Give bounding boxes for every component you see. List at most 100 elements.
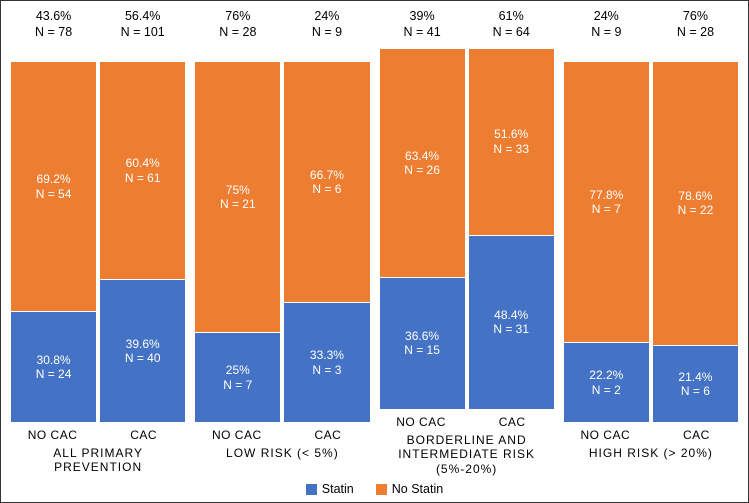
- category-label: NO CAC: [376, 409, 467, 431]
- bar-top-percent: 56.4%: [121, 9, 165, 25]
- segment-statin: 39.6%N = 40: [100, 279, 185, 422]
- bar-column: 24%N = 9 66.7%N = 6 33.3%N = 3: [284, 9, 369, 422]
- bar-top-percent: 61%: [493, 9, 530, 25]
- segment-n-label: N = 61: [125, 171, 161, 185]
- segment-n-label: N = 6: [312, 182, 341, 196]
- bar-top-n: N = 28: [219, 25, 256, 41]
- bar-stack: 75%N = 21 25%N = 7: [195, 47, 280, 422]
- bar-stack: 66.7%N = 6 33.3%N = 3: [284, 47, 369, 422]
- bar-top-percent: 39%: [403, 9, 440, 25]
- bar-column: 76%N = 28 75%N = 21 25%N = 7: [195, 9, 280, 422]
- category-label: NO CAC: [191, 422, 282, 444]
- bar-stack: 51.6%N = 3348.4%N = 31: [469, 47, 554, 409]
- bar-column: 61%N = 64 51.6%N = 3348.4%N = 31: [469, 9, 554, 409]
- bar-stack: 77.8%N = 722.2%N = 2: [564, 47, 649, 422]
- category-row: NO CACCAC: [191, 422, 373, 444]
- bars-row: 76%N = 2875%N = 2125%N = 724%N = 966.7%N…: [191, 9, 373, 422]
- bar-top-label: 43.6%N = 78: [35, 9, 72, 43]
- segment-n-label: N = 33: [493, 142, 529, 156]
- bar-top-percent: 76%: [677, 9, 714, 25]
- bars-row: 43.6%N = 7869.2%N = 5430.8%N = 2456.4%N …: [7, 9, 189, 422]
- segment-no-statin: 60.4%N = 61: [100, 62, 185, 279]
- bar-top-label: 24%N = 9: [312, 9, 342, 43]
- segment-statin: 21.4%N = 6: [653, 345, 738, 422]
- plot-area: 43.6%N = 7869.2%N = 5430.8%N = 2456.4%N …: [1, 1, 748, 480]
- segment-pct-label: 75%: [226, 183, 250, 197]
- segment-statin: 22.2%N = 2: [564, 342, 649, 422]
- bars-row: 39%N = 4163.4%N = 2636.6%N = 1561%N = 64…: [376, 9, 558, 409]
- bar-top-percent: 24%: [591, 9, 621, 25]
- segment-pct-label: 36.6%: [405, 329, 439, 343]
- bar-top-n: N = 9: [591, 25, 621, 41]
- legend-swatch: [306, 484, 317, 495]
- bar-top-label: 56.4%N = 101: [121, 9, 165, 43]
- segment-pct-label: 25%: [226, 363, 250, 377]
- segment-n-label: N = 21: [220, 197, 256, 211]
- category-row: NO CACCAC: [560, 422, 742, 444]
- group-label: HIGH RISK (> 20%): [560, 444, 742, 480]
- legend-item: Statin: [306, 482, 354, 496]
- bar-top-n: N = 64: [493, 25, 530, 41]
- segment-pct-label: 63.4%: [405, 149, 439, 163]
- category-label: NO CAC: [7, 422, 98, 444]
- group: 43.6%N = 7869.2%N = 5430.8%N = 2456.4%N …: [7, 9, 191, 480]
- segment-pct-label: 21.4%: [678, 370, 712, 384]
- bar-top-label: 24%N = 9: [591, 9, 621, 43]
- bar-top-percent: 76%: [219, 9, 256, 25]
- segment-n-label: N = 15: [404, 343, 440, 357]
- segment-n-label: N = 40: [125, 351, 161, 365]
- bar-top-percent: 24%: [312, 9, 342, 25]
- category-row: NO CACCAC: [376, 409, 558, 431]
- segment-no-statin: 69.2%N = 54: [11, 62, 96, 311]
- segment-n-label: N = 7: [223, 378, 252, 392]
- legend: Statin No Statin: [1, 480, 748, 502]
- bar-column: 24%N = 977.8%N = 722.2%N = 2: [564, 9, 649, 422]
- stacked-bar-chart: 43.6%N = 7869.2%N = 5430.8%N = 2456.4%N …: [0, 0, 749, 503]
- legend-label: Statin: [322, 482, 354, 496]
- bar-stack: 78.6%N = 2221.4%N = 6: [653, 47, 738, 422]
- segment-pct-label: 30.8%: [37, 353, 71, 367]
- group: 24%N = 977.8%N = 722.2%N = 276%N = 2878.…: [560, 9, 742, 480]
- bar-top-label: 76%N = 28: [677, 9, 714, 43]
- bar-top-n: N = 41: [403, 25, 440, 41]
- category-label: CAC: [651, 422, 742, 444]
- group: 76%N = 2875%N = 2125%N = 724%N = 966.7%N…: [191, 9, 375, 480]
- category-label: CAC: [467, 409, 558, 431]
- segment-no-statin: 78.6%N = 22: [653, 62, 738, 345]
- category-label: CAC: [282, 422, 373, 444]
- bar-top-label: 61%N = 64: [493, 9, 530, 43]
- segment-statin: 36.6%N = 15: [380, 277, 465, 409]
- segment-no-statin: 51.6%N = 33: [469, 49, 554, 235]
- segment-pct-label: 78.6%: [678, 189, 712, 203]
- group-label: ALL PRIMARY PREVENTION: [7, 444, 189, 480]
- bar-column: 56.4%N = 10160.4%N = 6139.6%N = 40: [100, 9, 185, 422]
- legend-item: No Statin: [376, 482, 443, 496]
- segment-pct-label: 39.6%: [126, 337, 160, 351]
- segment-statin: 30.8%N = 24: [11, 311, 96, 422]
- bar-top-n: N = 28: [677, 25, 714, 41]
- category-row: NO CACCAC: [7, 422, 189, 444]
- category-label: CAC: [98, 422, 189, 444]
- bar-top-percent: 43.6%: [35, 9, 72, 25]
- bar-top-n: N = 101: [121, 25, 165, 41]
- segment-no-statin: 77.8%N = 7: [564, 62, 649, 342]
- bar-stack: 69.2%N = 5430.8%N = 24: [11, 47, 96, 422]
- segment-n-label: N = 6: [681, 384, 710, 398]
- bar-top-label: 76%N = 28: [219, 9, 256, 43]
- segment-pct-label: 51.6%: [494, 127, 528, 141]
- segment-no-statin: 63.4%N = 26: [380, 49, 465, 277]
- segment-n-label: N = 3: [312, 363, 341, 377]
- bar-top-n: N = 9: [312, 25, 342, 41]
- bar-stack: 60.4%N = 6139.6%N = 40: [100, 47, 185, 422]
- group-label: BORDERLINE AND INTERMEDIATE RISK (5%-20%…: [376, 431, 558, 480]
- segment-no-statin: 75%N = 21: [195, 62, 280, 332]
- segment-n-label: N = 22: [678, 203, 714, 217]
- segment-pct-label: 22.2%: [589, 368, 623, 382]
- segment-pct-label: 66.7%: [310, 168, 344, 182]
- segment-n-label: N = 24: [36, 367, 72, 381]
- segment-n-label: N = 7: [592, 202, 621, 216]
- group: 39%N = 4163.4%N = 2636.6%N = 1561%N = 64…: [376, 9, 560, 480]
- segment-statin: 33.3%N = 3: [284, 302, 369, 422]
- bar-column: 39%N = 4163.4%N = 2636.6%N = 15: [380, 9, 465, 409]
- segment-pct-label: 77.8%: [589, 188, 623, 202]
